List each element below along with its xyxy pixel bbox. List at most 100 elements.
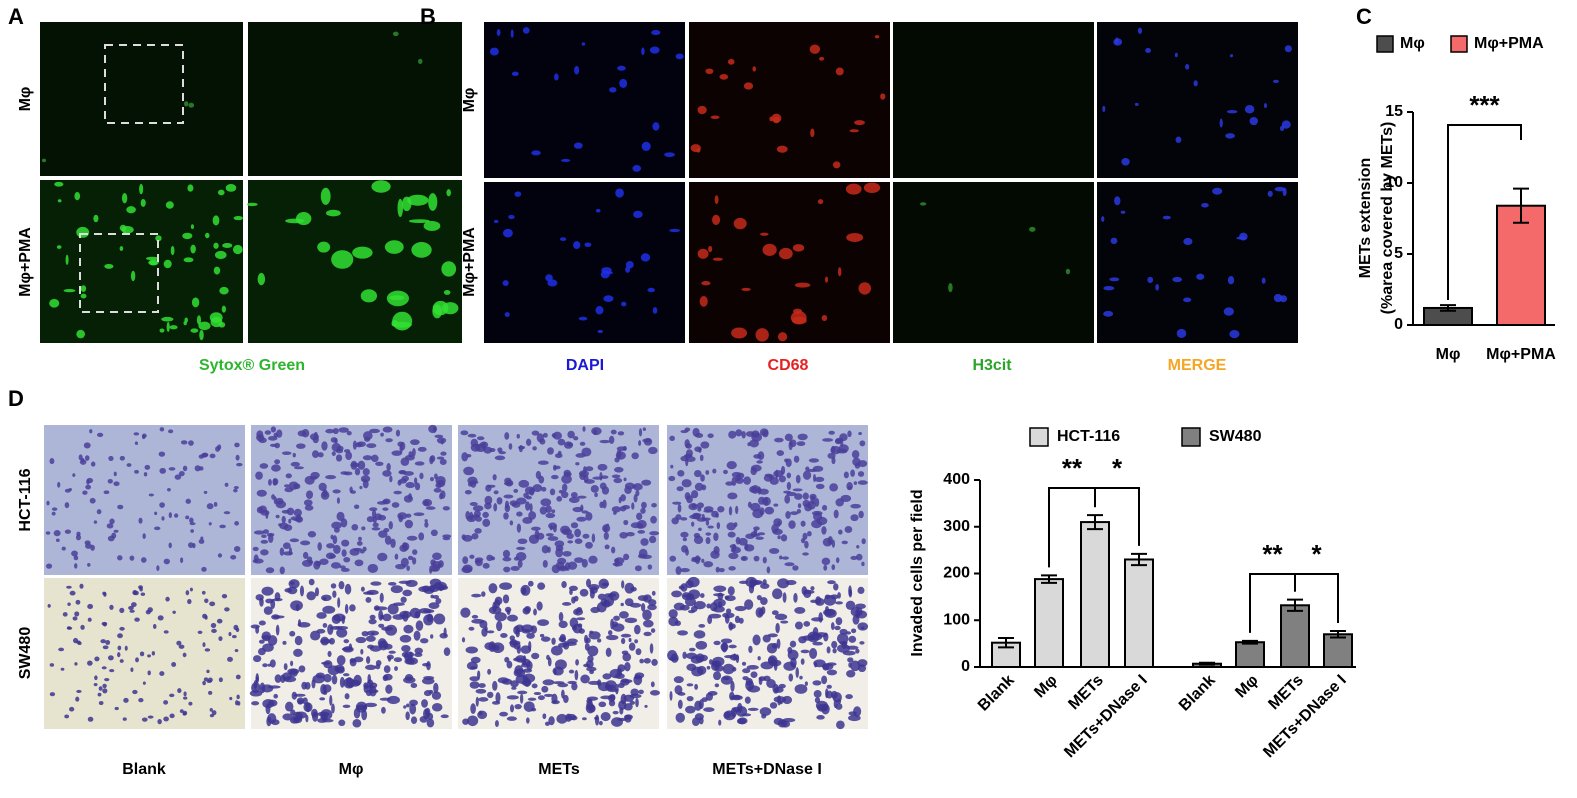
cell bbox=[808, 458, 820, 463]
cell bbox=[649, 690, 660, 696]
cell bbox=[624, 582, 635, 594]
cell bbox=[341, 549, 347, 557]
cell bbox=[533, 691, 542, 696]
cell bbox=[261, 586, 274, 596]
cell bbox=[382, 499, 389, 504]
cell bbox=[371, 180, 391, 193]
cell bbox=[493, 644, 500, 651]
cell bbox=[342, 646, 354, 653]
cell bbox=[699, 295, 708, 307]
legend-label: Mφ bbox=[1400, 35, 1425, 52]
cell bbox=[545, 533, 554, 537]
cell bbox=[80, 624, 85, 630]
panel-label: B bbox=[420, 4, 436, 29]
cell bbox=[846, 232, 864, 243]
cell bbox=[94, 675, 98, 681]
cell bbox=[612, 562, 623, 567]
cell bbox=[680, 531, 689, 538]
cell bbox=[159, 671, 165, 677]
cell bbox=[533, 608, 537, 616]
cell bbox=[823, 632, 829, 642]
cell bbox=[142, 434, 146, 440]
cell bbox=[792, 488, 803, 492]
cell bbox=[219, 286, 229, 295]
channel-label: MERGE bbox=[1168, 357, 1227, 374]
cell bbox=[769, 116, 773, 122]
cell bbox=[529, 503, 533, 513]
cell bbox=[349, 604, 356, 612]
cell bbox=[760, 232, 769, 236]
cell bbox=[273, 693, 279, 699]
cell bbox=[439, 458, 447, 466]
cell bbox=[858, 510, 864, 519]
cell bbox=[265, 703, 271, 715]
cell bbox=[275, 500, 287, 509]
cell bbox=[147, 670, 151, 676]
cell bbox=[281, 515, 286, 524]
cell bbox=[107, 535, 115, 542]
cell bbox=[433, 581, 447, 591]
cell bbox=[637, 530, 646, 534]
cell bbox=[859, 641, 865, 645]
cell bbox=[400, 596, 407, 603]
cell bbox=[850, 514, 859, 522]
cell bbox=[812, 680, 822, 686]
cell bbox=[256, 506, 264, 514]
cell bbox=[712, 257, 723, 261]
cell bbox=[256, 489, 267, 497]
cell bbox=[634, 565, 642, 572]
cell bbox=[608, 593, 617, 598]
cell bbox=[442, 506, 450, 511]
cell bbox=[572, 506, 584, 513]
cell bbox=[778, 247, 793, 260]
cell bbox=[691, 521, 695, 527]
cell bbox=[632, 483, 643, 491]
cell bbox=[152, 623, 157, 629]
cell bbox=[575, 453, 586, 458]
cell bbox=[1162, 215, 1171, 220]
cell bbox=[369, 507, 378, 512]
cell bbox=[1261, 277, 1266, 284]
micrograph bbox=[44, 425, 245, 575]
cell bbox=[693, 630, 706, 639]
cell bbox=[130, 270, 136, 282]
cell bbox=[700, 474, 705, 482]
cell bbox=[703, 561, 714, 568]
cell bbox=[395, 563, 406, 570]
cell bbox=[713, 585, 727, 593]
y-axis-label: METs extension bbox=[1357, 158, 1374, 279]
cell bbox=[298, 665, 306, 673]
cell bbox=[750, 484, 760, 494]
cell bbox=[234, 521, 240, 526]
cell bbox=[469, 676, 480, 682]
cell bbox=[550, 645, 563, 656]
cell bbox=[123, 697, 129, 703]
cell bbox=[102, 688, 108, 694]
cell bbox=[857, 471, 865, 477]
micrograph bbox=[689, 22, 890, 178]
cell bbox=[397, 479, 402, 486]
cell bbox=[371, 632, 375, 636]
cell bbox=[573, 595, 579, 602]
cell bbox=[320, 684, 327, 695]
cell bbox=[503, 566, 511, 573]
cell bbox=[321, 441, 328, 451]
error-bar bbox=[998, 637, 1014, 649]
cell bbox=[1065, 268, 1071, 275]
cell bbox=[833, 583, 839, 591]
cell bbox=[639, 658, 644, 664]
cell bbox=[292, 452, 296, 458]
cell bbox=[823, 564, 828, 571]
cell bbox=[274, 442, 281, 449]
cell bbox=[775, 469, 779, 479]
cell bbox=[536, 532, 545, 540]
cell bbox=[830, 622, 835, 630]
cell bbox=[560, 525, 571, 535]
cell bbox=[236, 694, 240, 700]
cell bbox=[182, 465, 188, 472]
cell bbox=[830, 594, 839, 600]
cell bbox=[117, 555, 123, 561]
cell bbox=[570, 522, 579, 529]
cell bbox=[496, 497, 503, 505]
legend-label: HCT-116 bbox=[1057, 428, 1120, 445]
